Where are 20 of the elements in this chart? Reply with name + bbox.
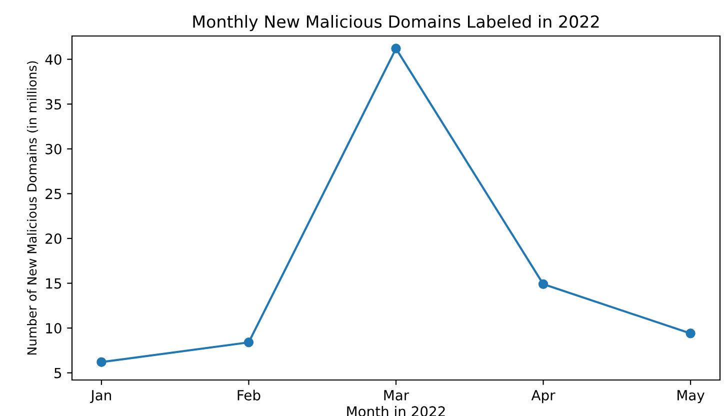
chart-title: Monthly New Malicious Domains Labeled in 2022 xyxy=(193,15,599,32)
y-tick-label: 10 xyxy=(46,323,62,334)
x-tick-label: Feb xyxy=(238,390,260,400)
x-tick-label: Mar xyxy=(384,390,410,400)
y-tick-label: 25 xyxy=(46,188,62,200)
point xyxy=(538,279,548,290)
point xyxy=(96,357,106,367)
x-tick-label: Jan xyxy=(90,390,111,404)
y-tick-label: 20 xyxy=(46,233,62,244)
y-tick-label: 40 xyxy=(45,54,62,65)
point xyxy=(686,328,696,338)
y-tick-label: 5 xyxy=(54,368,62,378)
x-tick-label: Apr xyxy=(531,390,556,404)
y-tick-label: 30 xyxy=(46,144,62,154)
y-tick-label: 35 xyxy=(46,99,62,110)
x-tick-label: May xyxy=(678,390,704,404)
point xyxy=(244,338,254,348)
point xyxy=(391,44,401,54)
y-tick-label: 15 xyxy=(46,278,62,289)
y-axis-title: Number of New Malicious Domains (in millions) xyxy=(26,61,38,355)
